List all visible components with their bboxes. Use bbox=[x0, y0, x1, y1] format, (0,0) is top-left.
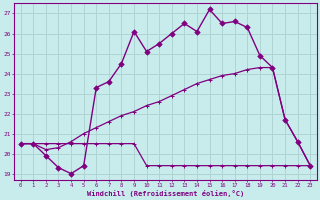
X-axis label: Windchill (Refroidissement éolien,°C): Windchill (Refroidissement éolien,°C) bbox=[87, 190, 244, 197]
